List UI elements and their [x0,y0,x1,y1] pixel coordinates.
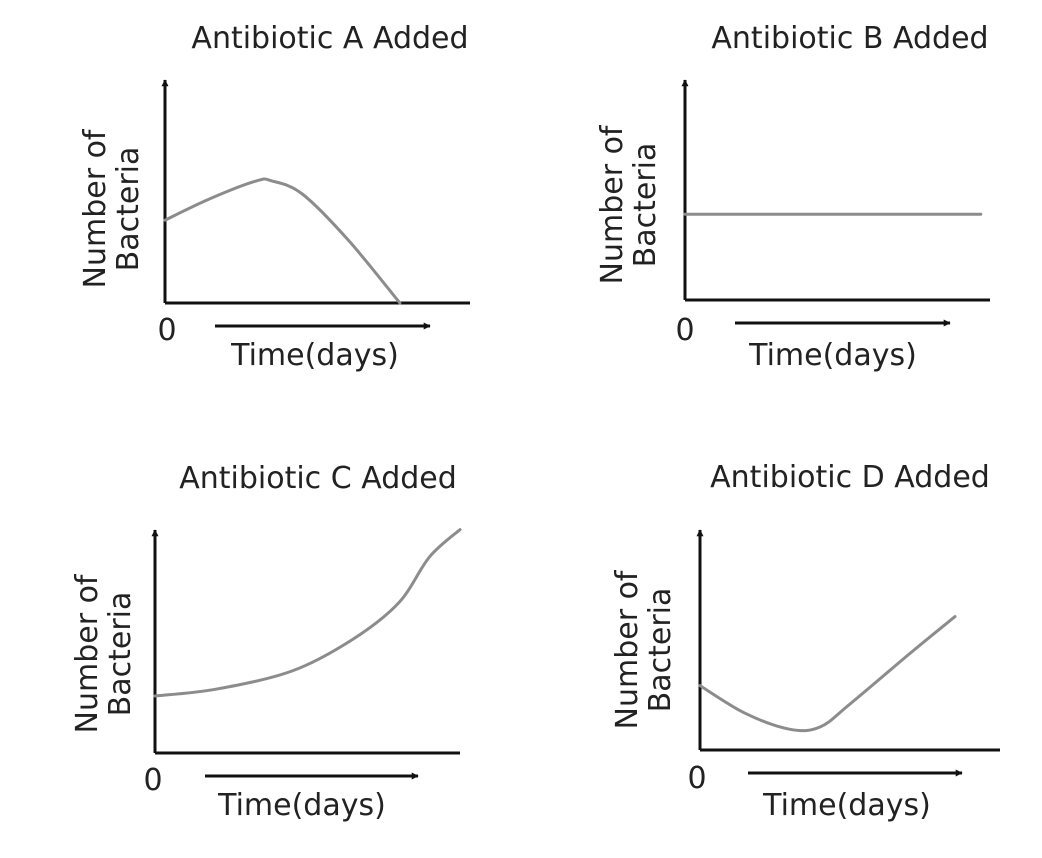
y-axis-label-line1-c: Number of [70,573,105,733]
origin-label-c: 0 [143,763,162,798]
chart-title-c: Antibiotic C Added [179,461,457,496]
origin-label-b: 0 [675,313,694,348]
chart-panel-d: Antibiotic D Added 0 Time(days) Number ofBa… [610,460,1000,823]
y-axis-label-line2-c: Bacteria [103,592,138,717]
y-axis-label-b: Number ofBacteria [595,124,663,284]
origin-label-a: 0 [157,313,176,348]
chart-title-d: Antibiotic D Added [710,460,990,495]
y-axis-label-line2-b: Bacteria [628,143,663,268]
y-axis-label-line1-d: Number of [610,569,645,729]
x-axis-label-b: Time(days) [748,338,917,373]
y-axis-label-line1-b: Number of [595,124,630,284]
bacteria-curve-a [163,177,402,305]
x-axis-label-d: Time(days) [762,788,931,823]
y-axis-label-c: Number ofBacteria [70,573,138,733]
bacteria-curve-c [153,528,462,698]
chart-panel-c: Antibiotic C Added 0 Time(days) Number ofBa… [70,461,462,823]
y-axis-label-line2-d: Bacteria [643,588,678,713]
x-axis-label-c: Time(days) [217,788,386,823]
y-axis-label-line2-a: Bacteria [111,147,146,272]
x-axis-label-a: Time(days) [230,338,399,373]
chart-title-a: Antibiotic A Added [191,21,468,56]
y-axis-label-d: Number ofBacteria [610,569,678,729]
y-axis-label-a: Number ofBacteria [78,128,146,288]
bacteria-curve-d [698,615,957,733]
y-axis-label-line1-a: Number of [78,128,113,288]
chart-panel-b: Antibiotic B Added 0 Time(days) Number ofBa… [595,21,990,373]
origin-label-d: 0 [687,761,706,796]
chart-panel-a: Antibiotic A Added 0 Time(days) Number ofBa… [78,21,470,373]
chart-title-b: Antibiotic B Added [711,21,988,56]
